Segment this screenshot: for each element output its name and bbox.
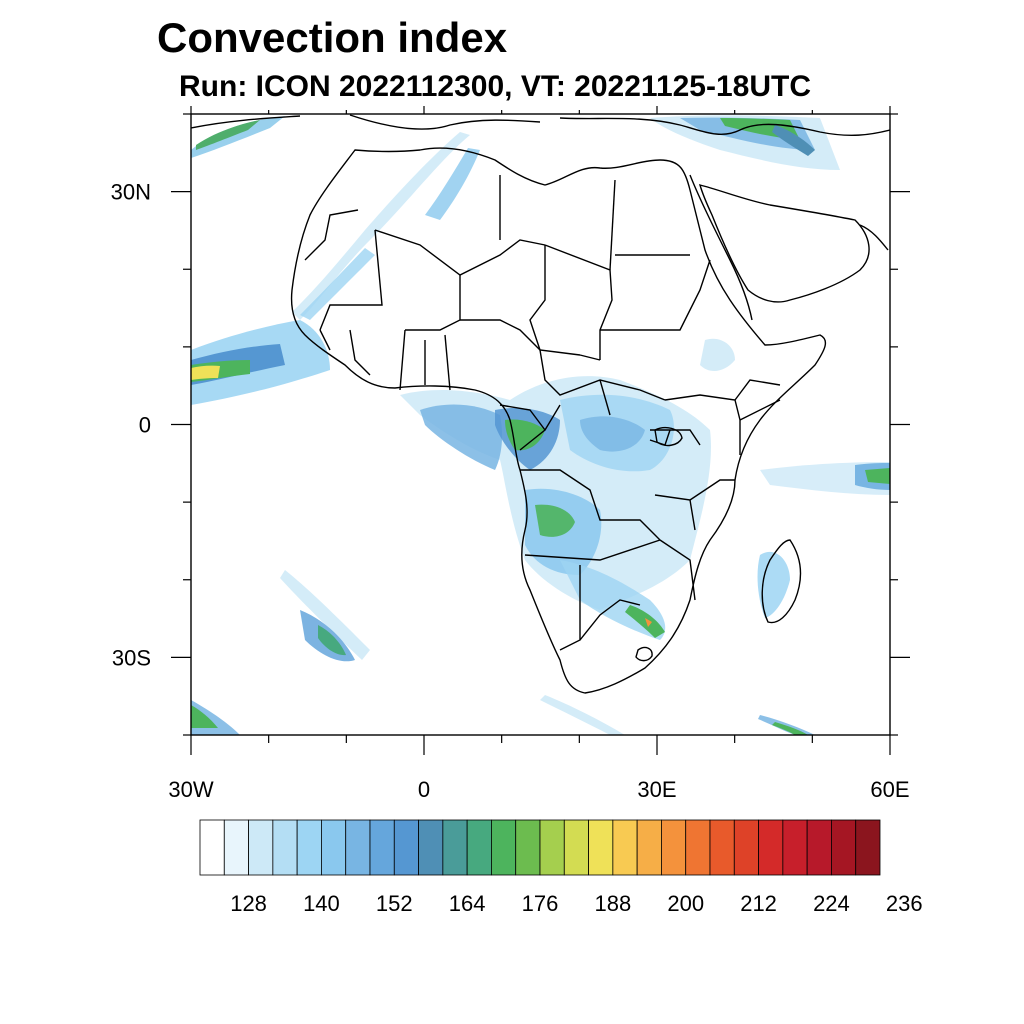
- colorbar-swatch: [806, 819, 832, 876]
- lon-tick-label: 60E: [870, 777, 909, 802]
- colorbar-swatch: [782, 819, 808, 876]
- colorbar-swatch: [442, 819, 468, 876]
- colorbar-swatch: [733, 819, 759, 876]
- colorbar-labels: 128 140 152 164 176 188 200 212 224 236: [230, 891, 922, 916]
- colorbar-swatch: [636, 819, 662, 876]
- lat-tick-label: 0: [139, 413, 151, 438]
- colorbar-tick-label: 200: [667, 891, 704, 916]
- convection-field: [191, 115, 890, 735]
- colorbar-tick-label: 176: [522, 891, 559, 916]
- colorbar-swatch: [418, 819, 444, 876]
- lon-tick-label: 30E: [637, 777, 676, 802]
- colorbar-swatch: [345, 819, 371, 876]
- colorbar-swatch: [539, 819, 565, 876]
- colorbar-swatch: [661, 819, 687, 876]
- colorbar-swatch: [466, 819, 492, 876]
- colorbar-swatch: [491, 819, 517, 876]
- colorbar-tick-label: 140: [303, 891, 340, 916]
- colorbar-swatch: [223, 819, 249, 876]
- colorbar-swatch: [369, 819, 395, 876]
- colorbar-swatch: [248, 819, 274, 876]
- colorbar-swatch: [588, 819, 614, 876]
- lon-tick-label: 0: [418, 777, 430, 802]
- axis-tick-labels: 30N 0 30S 30W 0 30E 60E: [111, 180, 910, 802]
- colorbar-swatch: [563, 819, 589, 876]
- colorbar-swatch: [199, 819, 225, 876]
- colorbar-swatch: [296, 819, 322, 876]
- map-title: Convection index: [157, 14, 508, 61]
- colorbar-swatch: [321, 819, 347, 876]
- colorbar-swatch: [612, 819, 638, 876]
- colorbar-swatch: [831, 819, 857, 876]
- colorbar-swatch: [855, 819, 881, 876]
- colorbar-tick-label: 164: [449, 891, 486, 916]
- colorbar-swatch: [758, 819, 784, 876]
- axis-ticks: [171, 106, 910, 755]
- colorbar-tick-label: 128: [230, 891, 267, 916]
- colorbar-tick-label: 212: [740, 891, 777, 916]
- colorbar-swatch: [709, 819, 735, 876]
- lon-tick-label: 30W: [168, 777, 213, 802]
- map-subtitle: Run: ICON 2022112300, VT: 20221125-18UTC: [179, 70, 812, 103]
- lat-tick-label: 30S: [112, 645, 151, 670]
- lat-tick-label: 30N: [111, 180, 151, 205]
- colorbar: [199, 819, 881, 876]
- colorbar-swatch: [515, 819, 541, 876]
- colorbar-swatch: [272, 819, 298, 876]
- colorbar-swatch: [685, 819, 711, 876]
- coastlines-borders: [191, 114, 890, 694]
- colorbar-tick-label: 188: [594, 891, 631, 916]
- colorbar-swatch: [393, 819, 419, 876]
- colorbar-tick-label: 224: [813, 891, 850, 916]
- colorbar-tick-label: 152: [376, 891, 413, 916]
- colorbar-tick-label: 236: [886, 891, 923, 916]
